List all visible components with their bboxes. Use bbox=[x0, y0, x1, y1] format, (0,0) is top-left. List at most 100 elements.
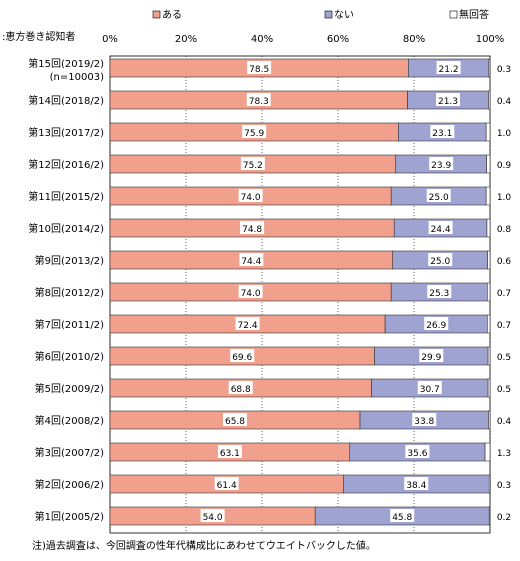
category-label: 第8回(2012/2) bbox=[35, 286, 104, 299]
data-label-background bbox=[417, 381, 442, 394]
bar-segment bbox=[484, 442, 491, 462]
data-label-background bbox=[436, 93, 461, 106]
bar-segment bbox=[487, 314, 491, 334]
y-axis-title: :恵方巻き認知者 bbox=[2, 30, 75, 43]
data-label: 30.7 bbox=[420, 385, 440, 395]
data-label-background bbox=[247, 61, 272, 74]
data-label: 0.5 bbox=[497, 385, 511, 395]
data-label: 24.4 bbox=[431, 225, 451, 235]
data-label-background bbox=[427, 285, 452, 298]
data-label-background bbox=[223, 413, 248, 426]
data-label: 0.2 bbox=[497, 513, 511, 523]
data-label: 78.3 bbox=[249, 97, 269, 107]
data-label-background bbox=[430, 125, 455, 138]
data-label: 0.8 bbox=[497, 225, 512, 235]
data-label-background bbox=[429, 157, 454, 170]
data-label: 0.5 bbox=[497, 353, 511, 363]
data-label: 25.0 bbox=[429, 193, 449, 203]
data-label: 0.7 bbox=[497, 289, 511, 299]
data-label-background bbox=[436, 61, 461, 74]
data-label: 0.6 bbox=[497, 257, 512, 267]
legend-swatch bbox=[449, 10, 458, 19]
category-label: 第15回(2019/2) bbox=[28, 57, 104, 70]
category-label: 第3回(2007/2) bbox=[35, 446, 104, 459]
data-label: 69.6 bbox=[232, 353, 252, 363]
data-label-background bbox=[242, 125, 267, 138]
data-label-background bbox=[238, 189, 263, 202]
data-label: 61.4 bbox=[217, 481, 237, 491]
category-label: 第14回(2018/2) bbox=[28, 94, 104, 107]
legend-label: 無回答 bbox=[459, 8, 489, 21]
legend-swatch bbox=[152, 10, 161, 19]
category-label: 第10回(2014/2) bbox=[28, 222, 104, 235]
bar-segment bbox=[487, 346, 491, 366]
x-tick-label: 0% bbox=[102, 34, 118, 45]
bar-segment bbox=[486, 218, 491, 238]
legend-label: ある bbox=[162, 9, 182, 21]
data-label: 1.0 bbox=[497, 129, 512, 139]
data-label: 65.8 bbox=[225, 417, 245, 427]
data-label-background bbox=[390, 509, 415, 522]
bar-segment bbox=[487, 378, 491, 398]
data-label-background bbox=[230, 349, 255, 362]
legend-label: ない bbox=[334, 9, 354, 21]
data-label-background bbox=[419, 349, 444, 362]
data-label-background bbox=[238, 285, 263, 298]
category-label: 第5回(2009/2) bbox=[35, 382, 104, 395]
bar-segment bbox=[488, 58, 491, 78]
data-label: 21.2 bbox=[439, 65, 459, 75]
data-label-background bbox=[240, 221, 265, 234]
data-label: 29.9 bbox=[421, 353, 441, 363]
x-tick-label: 100% bbox=[476, 34, 505, 45]
data-label: 38.4 bbox=[406, 481, 426, 491]
data-label: 35.6 bbox=[407, 449, 427, 459]
category-label: 第4回(2008/2) bbox=[35, 414, 104, 427]
bar-segment bbox=[485, 122, 491, 142]
data-label: 74.0 bbox=[241, 193, 261, 203]
bar-segment bbox=[486, 154, 491, 174]
data-label-background bbox=[217, 445, 242, 458]
data-label-background bbox=[428, 221, 453, 234]
data-label: 74.0 bbox=[241, 289, 261, 299]
data-label: 72.4 bbox=[238, 321, 258, 331]
x-tick-label: 40% bbox=[251, 34, 273, 45]
category-label: 第13回(2017/2) bbox=[28, 126, 104, 139]
data-label: 74.8 bbox=[242, 225, 262, 235]
data-label-background bbox=[228, 381, 253, 394]
data-label: 54.0 bbox=[203, 513, 223, 523]
data-label: 45.8 bbox=[392, 513, 412, 523]
category-label: 第1回(2005/2) bbox=[35, 510, 104, 523]
data-label: 0.4 bbox=[497, 417, 512, 427]
data-label: 1.0 bbox=[497, 193, 512, 203]
data-label: 0.3 bbox=[497, 481, 511, 491]
category-label: 第6回(2010/2) bbox=[35, 350, 104, 363]
data-label: 23.1 bbox=[432, 129, 452, 139]
bar-segment bbox=[488, 506, 491, 526]
x-tick-label: 80% bbox=[403, 34, 425, 45]
data-label: 68.8 bbox=[231, 385, 251, 395]
data-label-background bbox=[412, 413, 437, 426]
bar-segment bbox=[488, 474, 491, 494]
data-label: 78.5 bbox=[249, 65, 269, 75]
footnote: 注)過去調査は、今回調査の性年代構成比にあわせてウエイトバックした値。 bbox=[32, 541, 376, 552]
data-label: 74.4 bbox=[241, 257, 261, 267]
data-label: 21.3 bbox=[438, 97, 458, 107]
data-label: 26.9 bbox=[426, 321, 446, 331]
data-label-background bbox=[246, 93, 271, 106]
data-label: 1.3 bbox=[497, 449, 511, 459]
data-label-background bbox=[424, 317, 449, 330]
data-label-background bbox=[200, 509, 225, 522]
data-label-background bbox=[428, 253, 453, 266]
data-label-background bbox=[240, 157, 265, 170]
data-label: 23.9 bbox=[431, 161, 451, 171]
data-label-background bbox=[239, 253, 264, 266]
data-label: 0.4 bbox=[497, 97, 512, 107]
legend-swatch bbox=[324, 10, 333, 19]
data-label: 75.9 bbox=[244, 129, 264, 139]
data-label-background bbox=[235, 317, 260, 330]
data-label-background bbox=[404, 477, 429, 490]
bar-segment bbox=[485, 186, 491, 206]
category-label: 第7回(2011/2) bbox=[35, 318, 104, 331]
bar-segment bbox=[488, 410, 491, 430]
